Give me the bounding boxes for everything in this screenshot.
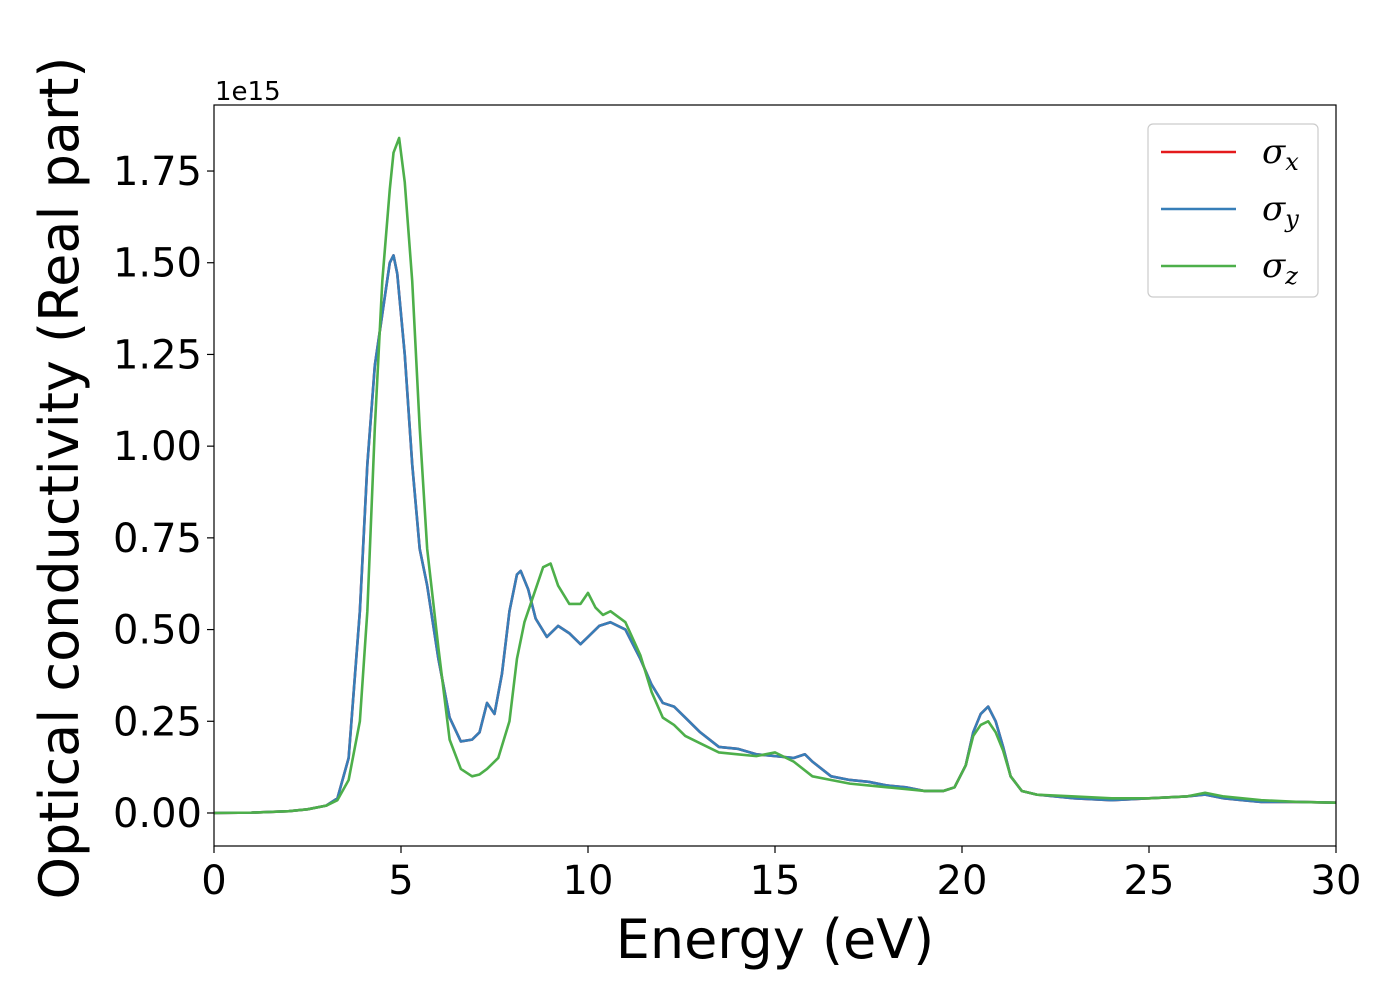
x-axis-title: Energy (eV) — [616, 908, 935, 971]
x-tick-label: 10 — [563, 858, 614, 904]
series-line-x — [214, 254, 1336, 815]
y-tick-label: 0.75 — [113, 516, 202, 562]
x-tick-label: 20 — [937, 858, 988, 904]
x-tick-label: 5 — [388, 858, 413, 904]
y-tick-label: 0.25 — [113, 699, 202, 745]
y-tick-label: 1.75 — [113, 149, 202, 195]
x-tick-label: 15 — [750, 858, 801, 904]
legend-label-z: σz — [1262, 246, 1298, 290]
y-tick-label: 0.00 — [113, 791, 202, 837]
y-tick-label: 0.50 — [113, 608, 202, 654]
axis-ticks: 0 5 10 15 20 25 30 0.00 0.25 0.50 0.75 1.00 1.25 1.50… — [113, 149, 1362, 904]
x-tick-label: 0 — [201, 858, 226, 904]
legend-box — [1147, 123, 1319, 298]
y-tick-label: 1.00 — [113, 424, 202, 470]
legend-label-x: σx — [1262, 132, 1299, 176]
x-tick-label: 25 — [1124, 858, 1175, 904]
y-tick-label: 1.50 — [113, 241, 202, 287]
legend: σx σy σz — [1147, 123, 1319, 298]
series-line-z — [214, 136, 1336, 815]
legend-label-y: σy — [1262, 189, 1299, 233]
series-line-y — [214, 254, 1336, 815]
x-tick-label: 30 — [1311, 858, 1362, 904]
y-offset-label: 1e15 — [215, 77, 281, 107]
y-axis-title: Optical conductivity (Real part) — [28, 57, 91, 900]
y-tick-label: 1.25 — [113, 332, 202, 378]
plot-area — [214, 136, 1336, 815]
